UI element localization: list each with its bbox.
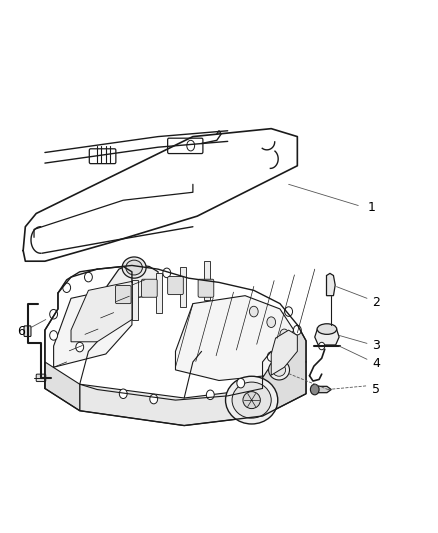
FancyBboxPatch shape xyxy=(89,149,116,164)
Polygon shape xyxy=(271,330,297,375)
Ellipse shape xyxy=(126,260,142,275)
Text: 4: 4 xyxy=(372,357,380,369)
Ellipse shape xyxy=(268,360,290,380)
Circle shape xyxy=(311,384,319,395)
Polygon shape xyxy=(53,285,132,367)
FancyBboxPatch shape xyxy=(24,326,31,336)
Text: 6: 6 xyxy=(17,325,25,338)
Circle shape xyxy=(63,283,71,293)
Circle shape xyxy=(237,378,245,388)
Circle shape xyxy=(267,352,275,361)
Polygon shape xyxy=(315,386,331,393)
Circle shape xyxy=(150,394,158,404)
Circle shape xyxy=(206,390,214,400)
Polygon shape xyxy=(176,296,297,381)
Polygon shape xyxy=(156,273,162,313)
FancyBboxPatch shape xyxy=(141,279,157,297)
Circle shape xyxy=(76,342,84,352)
Circle shape xyxy=(280,329,289,340)
Polygon shape xyxy=(132,280,138,319)
FancyBboxPatch shape xyxy=(198,279,214,297)
Polygon shape xyxy=(106,264,158,298)
Ellipse shape xyxy=(243,392,260,409)
Polygon shape xyxy=(180,267,186,307)
Text: 5: 5 xyxy=(372,383,380,396)
Circle shape xyxy=(49,310,57,319)
Polygon shape xyxy=(326,273,335,296)
Circle shape xyxy=(163,268,171,278)
Text: 3: 3 xyxy=(372,339,380,352)
Polygon shape xyxy=(71,281,132,342)
Text: 2: 2 xyxy=(372,295,380,309)
Circle shape xyxy=(49,330,57,340)
Circle shape xyxy=(319,342,325,350)
Ellipse shape xyxy=(122,257,146,278)
Circle shape xyxy=(293,325,301,335)
Polygon shape xyxy=(80,384,262,425)
Polygon shape xyxy=(45,362,80,411)
Circle shape xyxy=(119,389,127,399)
Ellipse shape xyxy=(232,382,271,418)
Ellipse shape xyxy=(226,376,278,424)
Ellipse shape xyxy=(272,364,286,376)
Ellipse shape xyxy=(317,324,337,334)
FancyBboxPatch shape xyxy=(168,138,203,154)
FancyBboxPatch shape xyxy=(36,374,46,382)
Polygon shape xyxy=(204,261,210,301)
Circle shape xyxy=(85,272,92,282)
FancyBboxPatch shape xyxy=(116,286,131,304)
Polygon shape xyxy=(315,329,339,345)
Circle shape xyxy=(285,341,293,351)
Polygon shape xyxy=(262,325,306,416)
Circle shape xyxy=(250,306,258,317)
Circle shape xyxy=(267,317,276,327)
Text: 1: 1 xyxy=(368,200,376,214)
FancyBboxPatch shape xyxy=(168,277,184,295)
Circle shape xyxy=(285,307,293,317)
Ellipse shape xyxy=(187,140,194,151)
